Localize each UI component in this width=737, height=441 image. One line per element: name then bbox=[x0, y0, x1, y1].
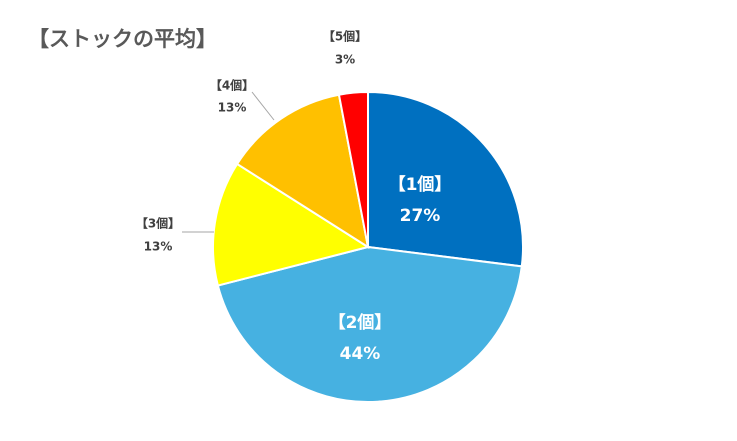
chart-title: 【ストックの平均】 bbox=[28, 27, 217, 51]
slice-value-label: 44% bbox=[340, 344, 381, 364]
slice-value-label: 13% bbox=[218, 101, 247, 115]
slice-value-label: 27% bbox=[400, 206, 441, 226]
pie-slice bbox=[212, 162, 371, 287]
slice-value-label: 13% bbox=[144, 240, 173, 254]
slice-category-label: 【2個】 bbox=[329, 312, 392, 333]
slice-category-label: 【3個】 bbox=[136, 216, 180, 231]
slice-value-label: 3% bbox=[335, 53, 355, 67]
pie-slice bbox=[367, 90, 524, 268]
pie-slice bbox=[337, 90, 369, 248]
slice-category-label: 【5個】 bbox=[323, 29, 367, 44]
pie-slice bbox=[235, 93, 370, 250]
slice-category-label: 【4個】 bbox=[210, 78, 254, 93]
pie-slice bbox=[216, 245, 523, 403]
slice-category-label: 【1個】 bbox=[389, 174, 452, 195]
leader-line bbox=[251, 91, 275, 121]
